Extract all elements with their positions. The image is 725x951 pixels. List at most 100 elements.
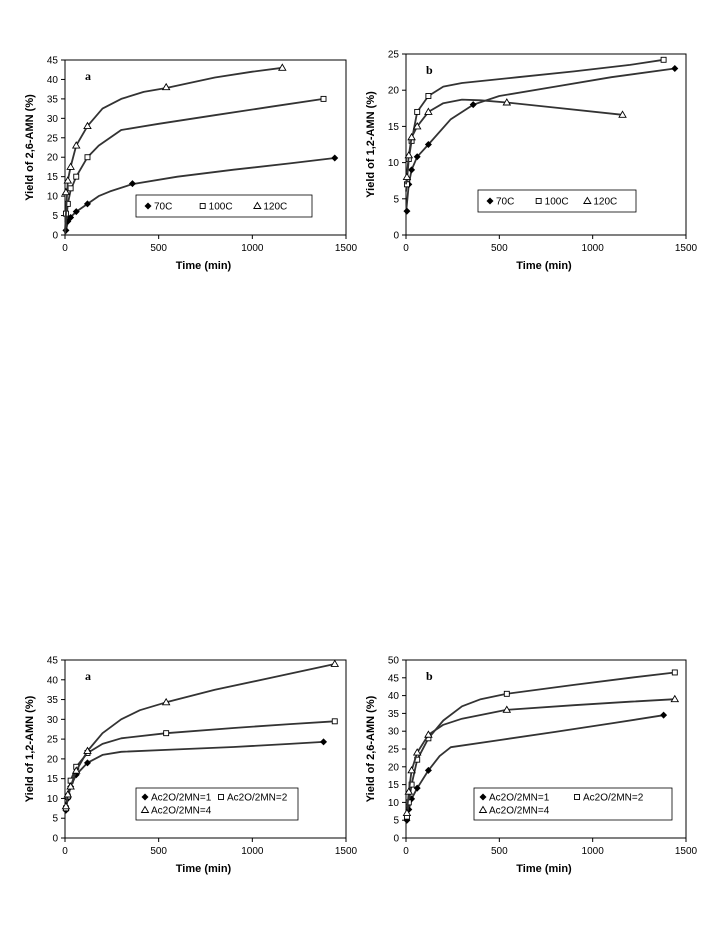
data-point [71, 141, 81, 149]
y-tick-label: 0 [393, 834, 399, 845]
data-point [412, 122, 422, 130]
x-axis-label: Time (min) [176, 260, 232, 272]
data-point [61, 187, 71, 196]
y-tick-label: 25 [47, 735, 59, 746]
x-tick-label: 1000 [241, 846, 264, 857]
legend-box [473, 787, 673, 821]
data-point [320, 95, 327, 102]
y-tick-label: 0 [52, 834, 58, 845]
x-tick-label: 1500 [675, 243, 698, 254]
data-point [84, 154, 91, 161]
data-point [83, 759, 91, 767]
legend-label: 120C [593, 197, 617, 208]
data-point [424, 766, 432, 774]
data-point [71, 766, 81, 774]
data-point [425, 93, 432, 99]
legend-label: Ac2O/2MN=4 [489, 806, 550, 817]
legend-label: Ac2O/2MN=2 [583, 793, 644, 804]
legend-label: Ac2O/2MN=2 [227, 793, 288, 804]
data-point [128, 180, 136, 188]
plot-frame [64, 59, 347, 236]
data-point [412, 748, 422, 756]
series-3 [61, 63, 287, 232]
data-point [671, 669, 678, 676]
legend-box [477, 189, 637, 213]
legend-marker [479, 793, 487, 801]
x-axis-label: Time (min) [176, 863, 232, 875]
y-tick-label: 35 [47, 695, 59, 706]
y-axis-label: Yield of 1,2-AMN (%) [24, 695, 36, 802]
data-point [320, 738, 328, 746]
y-tick-label: 20 [47, 153, 59, 164]
data-point [671, 64, 679, 72]
data-point [424, 730, 433, 738]
y-tick-label: 40 [47, 75, 59, 86]
panel-label: a [85, 669, 91, 683]
x-tick-label: 1500 [335, 243, 358, 254]
data-point [502, 705, 512, 713]
legend-label: 70C [496, 197, 514, 208]
x-tick-label: 0 [62, 846, 68, 857]
y-axis-label: Yield of 1,2-AMN (%) [365, 91, 377, 198]
data-point [413, 784, 421, 792]
legend-box [135, 194, 313, 218]
data-point [469, 101, 477, 109]
legend: 70C 100C 120C [135, 194, 313, 218]
y-tick-label: 40 [47, 675, 59, 686]
data-point [618, 110, 627, 118]
data-point [404, 150, 414, 159]
y-tick-label: 45 [47, 56, 59, 67]
y-tick-label: 5 [393, 816, 399, 827]
y-tick-label: 5 [52, 814, 58, 825]
x-axis-label: Time (min) [516, 863, 572, 875]
y-axis-label: Yield of 2,6-AMN (%) [24, 94, 36, 201]
series-line [405, 98, 623, 185]
legend: Ac2O/2MN=1 Ac2O/2MN=2 Ac2O/2MN=4 [135, 787, 299, 821]
chart-panel-1: 0 5 10 15 20 25 30 35 40 45 0 500 1000 1500 Time (min)… [24, 56, 358, 273]
legend-marker [486, 197, 494, 205]
y-tick-label: 15 [388, 122, 400, 133]
x-tick-label: 1000 [582, 243, 605, 254]
legend-label: 100C [545, 197, 569, 208]
y-tick-label: 10 [47, 192, 59, 203]
legend-marker [144, 202, 152, 210]
x-tick-label: 1000 [582, 846, 605, 857]
x-tick-label: 1500 [675, 846, 698, 857]
chart-panel-2: 0 5 10 15 20 25 0 500 1000 1500 Time (min) Yield of… [365, 50, 698, 273]
series-3 [61, 659, 340, 810]
legend-label: 70C [154, 202, 172, 213]
y-tick-label: 15 [388, 780, 400, 791]
y-tick-label: 20 [47, 754, 59, 765]
series-3 [402, 694, 680, 817]
y-tick-label: 40 [388, 691, 400, 702]
data-point [407, 132, 416, 141]
data-point [402, 808, 412, 817]
y-tick-label: 45 [388, 673, 400, 684]
data-point [403, 207, 411, 215]
y-tick-label: 45 [47, 656, 59, 667]
data-point [330, 659, 340, 667]
legend-marker [253, 201, 262, 209]
data-point [72, 208, 80, 216]
series-3 [402, 98, 627, 185]
x-tick-label: 0 [62, 243, 68, 254]
data-point [83, 121, 92, 130]
y-tick-label: 20 [388, 762, 400, 773]
plot-frame [64, 659, 347, 839]
data-point [424, 141, 432, 148]
legend-label: Ac2O/2MN=4 [151, 806, 212, 817]
series-line [406, 671, 675, 817]
x-tick-label: 0 [403, 846, 409, 857]
legend: Ac2O/2MN=1 Ac2O/2MN=2 Ac2O/2MN=4 [473, 787, 673, 821]
series-2 [403, 669, 678, 820]
legend-marker [535, 198, 542, 204]
data-point [408, 166, 416, 174]
data-point [83, 200, 91, 208]
x-tick-label: 1500 [335, 846, 358, 857]
x-tick-label: 500 [491, 243, 508, 254]
y-tick-label: 5 [393, 194, 399, 205]
x-tick-label: 500 [150, 846, 167, 857]
data-point [402, 172, 412, 181]
data-point [161, 82, 171, 91]
